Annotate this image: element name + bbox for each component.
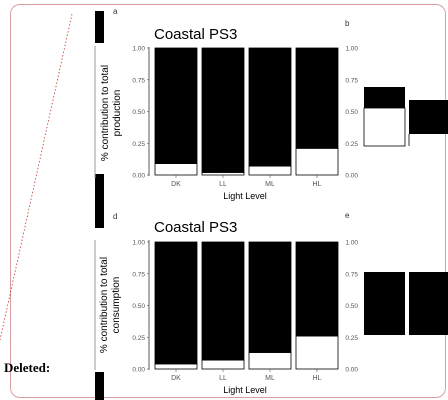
panel-e-ytick-label: 0.25 xyxy=(345,335,358,342)
panel-a-xtick-label: ML xyxy=(265,181,275,188)
panel-d-ylabel-line2: consumption xyxy=(111,277,122,334)
panel-d-bar-ll-upper xyxy=(201,241,245,361)
panel-b-ytick-label: 0.25 xyxy=(345,141,358,148)
panel-d-bar-ll-lower xyxy=(201,359,245,370)
panel-d-xtick-label: ML xyxy=(265,375,275,382)
panel-d-ytick-label: 0.00 xyxy=(132,367,145,374)
comment-connector-line xyxy=(0,13,73,341)
panel-a-ylabel-line1: % contribution to total xyxy=(100,65,111,161)
panel-d-bar-hl-upper xyxy=(295,241,339,337)
panel-a-ytick-label: 0.25 xyxy=(132,141,145,148)
panel-letter-d: d xyxy=(113,212,117,221)
panel-d-bar-ml-upper xyxy=(248,241,292,353)
panel-a-xtick-label: LL xyxy=(219,181,227,188)
panel-b-ytick-label: 0.50 xyxy=(345,109,358,116)
panel-a-bar-ll-upper xyxy=(201,47,245,173)
panel-d-bar-ml-lower xyxy=(248,352,292,370)
panel-d-ytick-label: 0.50 xyxy=(132,303,145,310)
panel-a-bar-ml-upper xyxy=(248,47,292,167)
panel-letter-b: b xyxy=(345,19,350,28)
panel-d-xtick-label: LL xyxy=(219,375,227,382)
panel-e-bar-cutoff xyxy=(409,272,448,335)
panel-a-bar-dk-lower xyxy=(154,163,198,176)
panel-d-bar-dk-lower xyxy=(154,363,198,370)
panel-e-ytick-label: 0.75 xyxy=(345,271,358,278)
panel-a-ytick-label: 0.00 xyxy=(132,173,145,180)
panel-b-bar-top xyxy=(364,87,405,108)
panel-d-xlabel: Light Level xyxy=(223,385,267,395)
panel-b: b 0.00 0.25 0.50 0.75 1.00 xyxy=(345,19,448,180)
panel-b-ytick-label: 0.00 xyxy=(345,173,358,180)
panel-b-ytick-label: 1.00 xyxy=(345,46,358,53)
panel-e-ytick-label: 0.50 xyxy=(345,303,358,310)
panel-b-bar-cutoff xyxy=(409,100,448,134)
panel-a-xlabel: Light Level xyxy=(223,191,267,201)
panel-d: d Coastal PS3 % contribution to total co… xyxy=(94,212,339,395)
artifact-strip-middle xyxy=(95,174,104,228)
panel-a-title: Coastal PS3 xyxy=(154,26,237,43)
panel-a-ylabel-line2: production xyxy=(112,90,123,137)
panel-b-ytick-label: 0.75 xyxy=(345,77,358,84)
artifact-strip-top xyxy=(95,11,104,43)
panel-e: e 0.00 0.25 0.50 0.75 1.00 xyxy=(345,211,448,374)
panel-b-bar-bottom xyxy=(363,107,406,147)
panel-d-xtick-label: DK xyxy=(171,375,181,382)
artifact-strip-bottom xyxy=(95,372,104,400)
panel-a: a Coastal PS3 % contribution to total pr… xyxy=(94,7,339,201)
panel-a-bar-ml-lower xyxy=(248,165,292,176)
panel-d-ytick-label: 1.00 xyxy=(132,240,145,247)
panel-a-ytick-label: 0.75 xyxy=(132,77,145,84)
panel-d-ytick-label: 0.75 xyxy=(132,271,145,278)
panel-d-ylabel-line1: % contribution to total xyxy=(99,257,110,353)
panel-letter-e: e xyxy=(345,211,350,220)
panel-a-xtick-label: DK xyxy=(171,181,181,188)
panel-d-bar-hl-lower xyxy=(295,335,339,370)
panel-a-bar-hl-lower xyxy=(295,147,339,176)
panel-d-bar-dk-upper xyxy=(154,241,198,365)
panel-letter-a: a xyxy=(113,7,118,16)
panel-a-bar-dk-upper xyxy=(154,47,198,164)
panel-a-xtick-label: HL xyxy=(313,181,322,188)
panel-a-ytick-label: 1.00 xyxy=(132,46,145,53)
panel-d-xtick-label: HL xyxy=(313,375,322,382)
panel-e-ytick-label: 0.00 xyxy=(345,367,358,374)
panel-e-ytick-label: 1.00 xyxy=(345,240,358,247)
panel-a-bar-hl-upper xyxy=(295,47,339,149)
panel-d-ytick-label: 0.25 xyxy=(132,335,145,342)
panel-a-ytick-label: 0.50 xyxy=(132,109,145,116)
panel-d-title: Coastal PS3 xyxy=(154,219,237,236)
panel-e-bar xyxy=(364,272,405,335)
tracked-change-deleted-label: Deleted: xyxy=(4,360,51,375)
